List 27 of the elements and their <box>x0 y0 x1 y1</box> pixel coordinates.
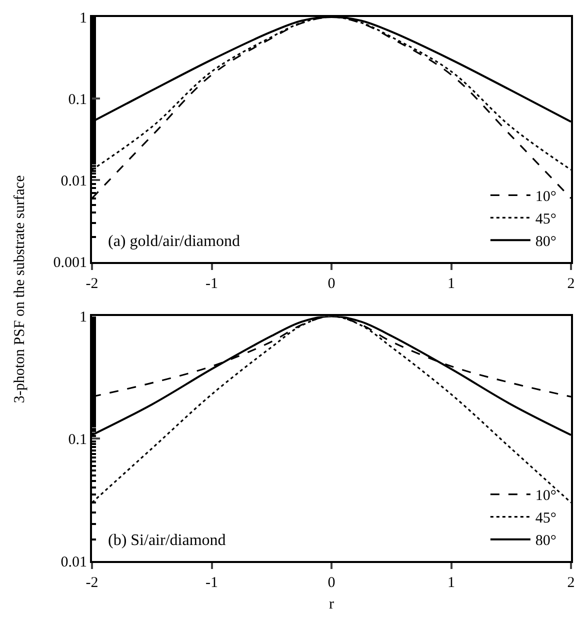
y-tick-label: 0.1 <box>68 432 87 448</box>
y-tick-label: 0.01 <box>60 554 87 570</box>
x-tick-label: 2 <box>567 276 575 292</box>
x-tick-label: 1 <box>448 575 455 591</box>
x-tick-label: 1 <box>448 276 455 292</box>
y-tick-label: 1 <box>80 309 87 326</box>
legend-label: 45° <box>535 510 556 527</box>
annotation: (a) gold/air/diamond <box>108 233 240 250</box>
x-tick-label: -2 <box>86 575 98 591</box>
legend-label: 80° <box>535 234 556 250</box>
y-tick-label: 1 <box>80 10 87 26</box>
annotation: (b) Si/air/diamond <box>108 532 226 549</box>
y-axis-title: 3-photon PSF on the substrate surface <box>12 174 28 404</box>
legend-label: 80° <box>535 533 556 550</box>
x-tick-label: 0 <box>328 276 336 292</box>
y-tick-label: 0.001 <box>53 255 87 272</box>
x-tick-label: 0 <box>328 575 336 591</box>
legend-label: 10° <box>535 488 556 504</box>
x-tick-label: -1 <box>206 575 218 591</box>
x-tick-label: -1 <box>206 276 218 292</box>
legend-label: 10° <box>535 189 556 206</box>
x-tick-label: 2 <box>567 575 575 591</box>
x-axis-title: r <box>329 596 334 612</box>
x-tick-label: -2 <box>86 276 98 292</box>
legend-label: 45° <box>535 212 556 228</box>
y-tick-label: 0.01 <box>60 173 87 190</box>
y-tick-label: 0.1 <box>68 92 87 108</box>
